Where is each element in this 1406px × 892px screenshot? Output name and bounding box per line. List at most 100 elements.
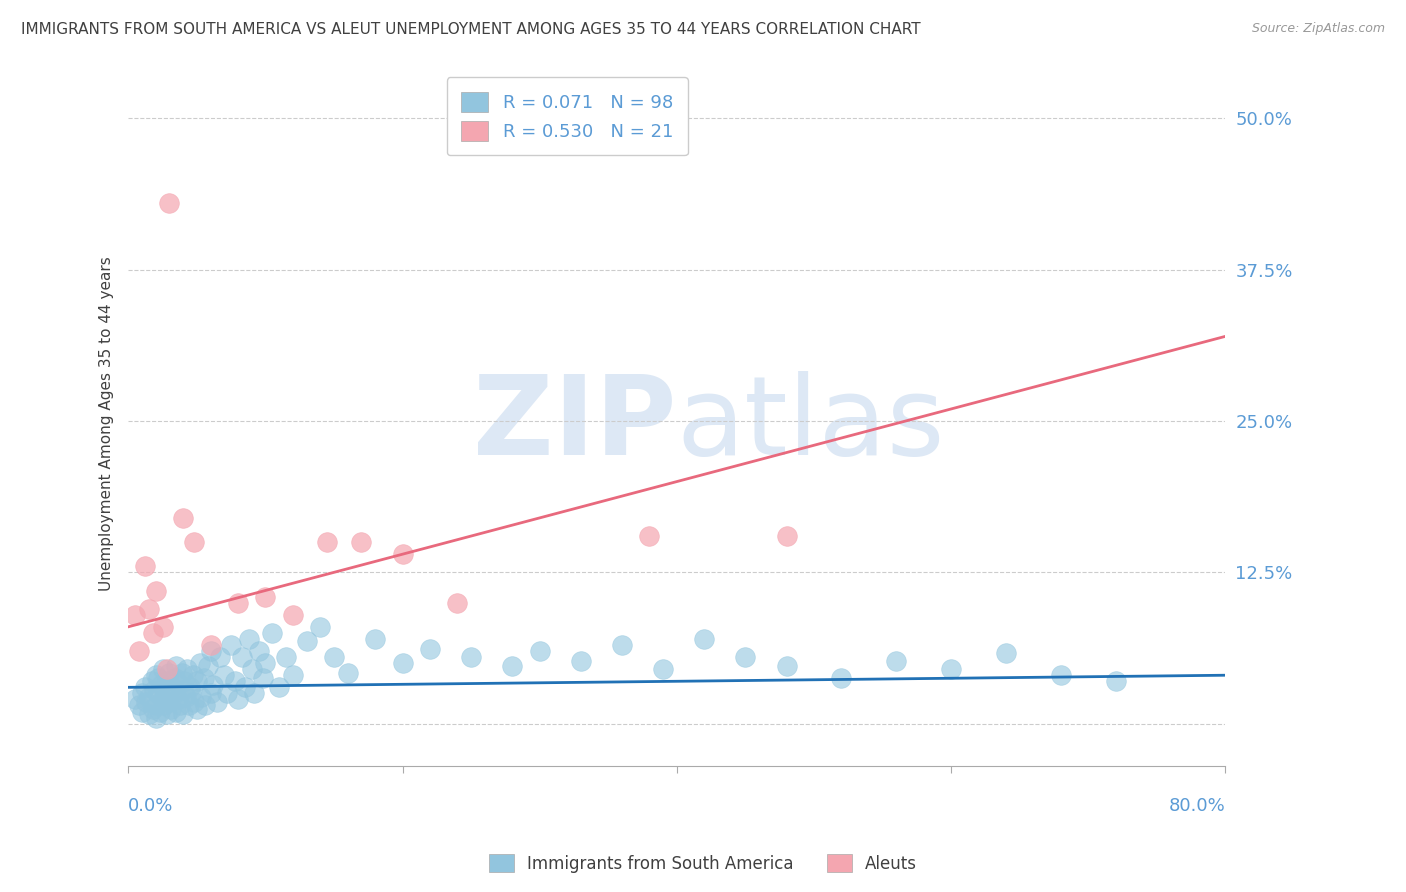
Point [884,654,907,668]
Point [391,656,413,670]
Point [226,692,249,706]
Point [775,658,797,673]
Point [142,702,165,716]
Point [350,535,373,549]
Point [134,559,156,574]
Point [269,681,291,695]
Point [145,668,167,682]
Point [652,662,675,676]
Point [219,638,242,652]
Point [254,590,277,604]
Point [152,662,174,676]
Point [183,535,205,549]
Point [200,686,222,700]
Point [157,690,180,704]
Point [295,634,318,648]
Point [212,668,235,682]
Point [233,681,256,695]
Point [124,607,146,622]
Point [145,710,167,724]
Point [693,632,716,646]
Point [142,625,165,640]
Point [145,583,167,598]
Point [186,702,208,716]
Point [160,681,183,695]
Point [157,665,180,680]
Text: atlas: atlas [676,370,945,477]
Point [281,668,304,682]
Point [166,692,188,706]
Y-axis label: Unemployment Among Ages 35 to 44 years: Unemployment Among Ages 35 to 44 years [100,257,114,591]
Point [231,650,253,665]
Point [156,706,179,721]
Point [610,638,633,652]
Point [197,658,219,673]
Point [1105,674,1128,689]
Point [569,654,592,668]
Point [240,662,263,676]
Point [391,547,413,561]
Point [262,625,284,640]
Point [156,674,179,689]
Point [157,196,180,211]
Point [364,632,387,646]
Point [501,658,523,673]
Point [138,601,160,615]
Point [143,682,166,697]
Text: IMMIGRANTS FROM SOUTH AMERICA VS ALEUT UNEMPLOYMENT AMONG AGES 35 TO 44 YEARS CO: IMMIGRANTS FROM SOUTH AMERICA VS ALEUT U… [21,22,921,37]
Text: ZIP: ZIP [474,370,676,477]
Point [181,668,204,682]
Point [155,682,177,697]
Point [152,620,174,634]
Point [734,650,756,665]
Point [183,695,205,709]
Point [336,665,359,680]
Point [638,529,661,543]
Point [281,607,304,622]
Point [124,692,146,706]
Point [162,686,184,700]
Point [224,674,246,689]
Point [176,662,198,676]
Point [148,686,170,700]
Point [172,706,194,721]
Point [157,695,180,709]
Point [180,686,202,700]
Point [186,674,208,689]
Point [138,706,160,721]
Point [323,650,346,665]
Point [146,698,169,713]
Point [941,662,963,676]
Point [163,671,186,685]
Point [134,681,156,695]
Point [174,690,197,704]
Point [131,705,153,719]
Point [152,692,174,706]
Point [446,596,468,610]
Point [190,690,212,704]
Text: 0.0%: 0.0% [128,797,173,814]
Point [775,529,797,543]
Point [135,695,157,709]
Legend: Immigrants from South America, Aleuts: Immigrants from South America, Aleuts [482,847,924,880]
Point [150,678,173,692]
Point [207,695,229,709]
Point [173,674,195,689]
Point [167,676,190,690]
Point [159,702,181,716]
Point [165,658,187,673]
Point [243,686,266,700]
Point [138,690,160,704]
Point [194,698,217,713]
Point [156,662,179,676]
Point [149,705,172,719]
Point [226,596,249,610]
Point [128,644,150,658]
Point [172,682,194,697]
Point [316,535,339,549]
Point [165,705,187,719]
Point [209,650,232,665]
Point [274,650,297,665]
Point [200,644,222,658]
Point [1050,668,1073,682]
